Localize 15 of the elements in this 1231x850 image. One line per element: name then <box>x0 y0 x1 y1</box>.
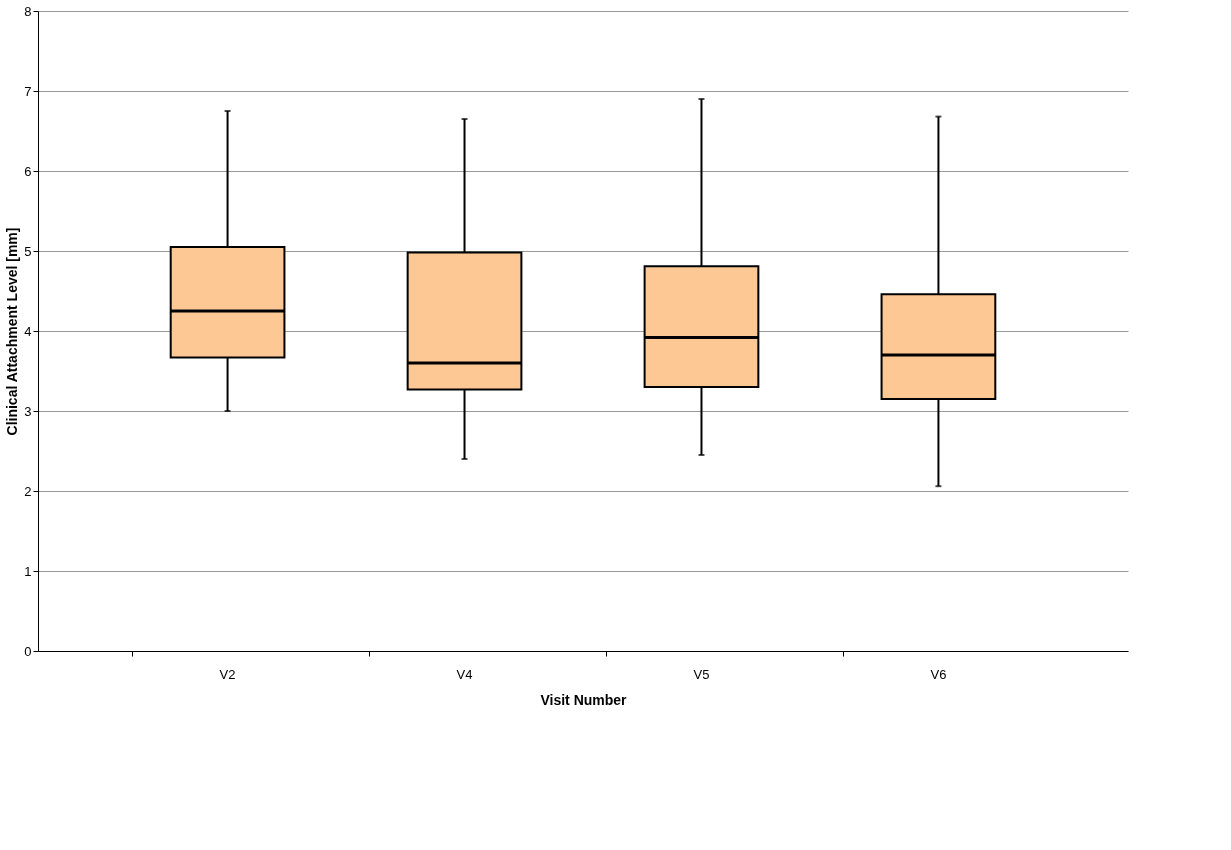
y-tick-label: 4 <box>24 323 32 339</box>
y-tick-label: 7 <box>24 83 32 99</box>
x-axis-title: Visit Number <box>540 691 628 708</box>
x-tick-label: V4 <box>456 666 473 682</box>
y-tick-label: 0 <box>24 643 32 659</box>
y-axis-title: Clinical Attachment Level [mm] <box>4 227 21 436</box>
y-tick-label: 6 <box>24 163 32 179</box>
y-tick-label: 2 <box>24 483 32 499</box>
x-tick-label: V6 <box>930 666 947 682</box>
y-tick-label: 8 <box>24 3 32 19</box>
y-tick-label: 1 <box>24 563 32 579</box>
y-tick-label: 5 <box>24 243 32 259</box>
y-tick-label: 3 <box>24 403 32 419</box>
x-tick-label: V5 <box>693 666 710 682</box>
x-tick-label: V2 <box>219 666 236 682</box>
